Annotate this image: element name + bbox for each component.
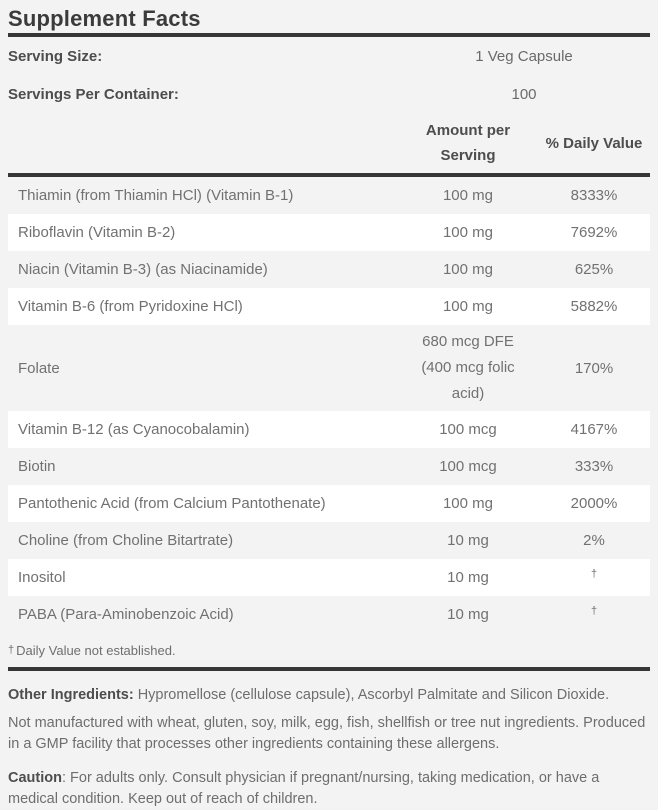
divider-bottom — [8, 667, 650, 671]
header-amount-per-serving: Amount per Serving — [425, 122, 511, 164]
nutrient-name: Pantothenic Acid (from Calcium Pantothen… — [18, 495, 326, 512]
allergen-statement: Not manufactured with wheat, gluten, soy… — [8, 715, 646, 752]
nutrient-name: Choline (from Choline Bitartrate) — [18, 532, 234, 549]
nutrient-amount: 100 mg — [442, 495, 494, 512]
nutrient-amount: 10 mg — [447, 532, 489, 549]
nutrient-name: Vitamin B-6 (from Pyridoxine HCl) — [18, 298, 243, 315]
nutrient-name: Folate — [18, 359, 60, 377]
nutrient-amount: 680 mcg DFE (400 mcg folic acid) — [421, 333, 515, 402]
table-row-thiamin: Thiamin (from Thiamin HCl) (Vitamin B-1)… — [8, 177, 650, 214]
nutrient-amount: 100 mg — [442, 261, 494, 278]
nutrient-name: Thiamin (from Thiamin HCl) (Vitamin B-1) — [18, 187, 294, 204]
table-row-vitamin-b12: Vitamin B-12 (as Cyanocobalamin) 100 mcg… — [8, 411, 650, 448]
nutrient-amount: 100 mcg — [439, 458, 497, 475]
nutrient-name: Biotin — [18, 458, 56, 475]
caution-label: Caution — [8, 770, 62, 786]
nutrient-dv: 7692% — [570, 224, 618, 241]
table-row-pantothenic-acid: Pantothenic Acid (from Calcium Pantothen… — [8, 485, 650, 522]
table-row-choline: Choline (from Choline Bitartrate) 10 mg … — [8, 522, 650, 559]
nutrient-dv: 2000% — [570, 495, 618, 512]
nutrient-amount: 10 mg — [447, 569, 489, 586]
nutrient-dv-dagger: † — [590, 567, 598, 580]
nutrient-name: Niacin (Vitamin B-3) (as Niacinamide) — [18, 261, 268, 278]
other-ingredients-label: Other Ingredients: — [8, 687, 134, 703]
header-daily-value: % Daily Value — [545, 134, 643, 152]
nutrient-name: Inositol — [18, 569, 66, 586]
nutrient-dv: 2% — [583, 532, 605, 549]
divider-top — [8, 33, 650, 37]
nutrient-dv: 333% — [574, 458, 614, 475]
table-row-niacin: Niacin (Vitamin B-3) (as Niacinamide) 10… — [8, 251, 650, 288]
nutrient-amount: 100 mg — [442, 224, 494, 241]
table-row-folate: Folate 680 mcg DFE (400 mcg folic acid) … — [8, 325, 650, 411]
table-row-riboflavin: Riboflavin (Vitamin B-2) 100 mg 7692% — [8, 214, 650, 251]
other-ingredients-text: Hypromellose (cellulose capsule), Ascorb… — [137, 687, 610, 703]
table-row-paba: PABA (Para-Aminobenzoic Acid) 10 mg † — [8, 596, 650, 633]
footnote-text: Daily Value not established. — [16, 643, 176, 658]
daily-value-footnote: † Daily Value not established. — [8, 633, 650, 667]
nutrient-dv: 5882% — [570, 298, 618, 315]
nutrient-name: Riboflavin (Vitamin B-2) — [18, 224, 176, 241]
caution-paragraph: Caution: For adults only. Consult physic… — [8, 768, 650, 810]
nutrient-name: Vitamin B-12 (as Cyanocobalamin) — [18, 421, 250, 438]
servings-per-container-label: Servings Per Container: — [8, 85, 179, 103]
table-row-inositol: Inositol 10 mg † — [8, 559, 650, 596]
nutrient-dv: 625% — [574, 261, 614, 278]
nutrient-name: PABA (Para-Aminobenzoic Acid) — [18, 606, 234, 623]
nutrient-amount: 100 mg — [442, 298, 494, 315]
table-header: Amount per Serving % Daily Value — [8, 113, 650, 173]
nutrient-amount: 100 mg — [442, 187, 494, 204]
nutrient-dv-dagger: † — [590, 604, 598, 617]
nutrient-dv: 170% — [574, 359, 614, 377]
table-row-biotin: Biotin 100 mcg 333% — [8, 448, 650, 485]
divider-header — [8, 173, 650, 177]
servings-per-container-row: Servings Per Container: 100 — [8, 75, 650, 113]
servings-per-container-value: 100 — [511, 85, 537, 103]
nutrient-amount: 100 mcg — [439, 421, 497, 438]
page-title: Supplement Facts — [8, 6, 201, 31]
serving-size-label: Serving Size: — [8, 47, 103, 65]
other-ingredients-paragraph: Other Ingredients: Hypromellose (cellulos… — [8, 685, 650, 706]
table-row-vitamin-b6: Vitamin B-6 (from Pyridoxine HCl) 100 mg… — [8, 288, 650, 325]
nutrient-amount: 10 mg — [447, 606, 489, 623]
serving-size-value: 1 Veg Capsule — [475, 47, 573, 65]
nutrient-dv: 8333% — [570, 187, 618, 204]
nutrient-dv: 4167% — [570, 421, 618, 438]
caution-text: : For adults only. Consult physician if … — [8, 770, 600, 807]
serving-size-row: Serving Size: 1 Veg Capsule — [8, 37, 650, 75]
dagger-symbol: † — [8, 644, 15, 656]
